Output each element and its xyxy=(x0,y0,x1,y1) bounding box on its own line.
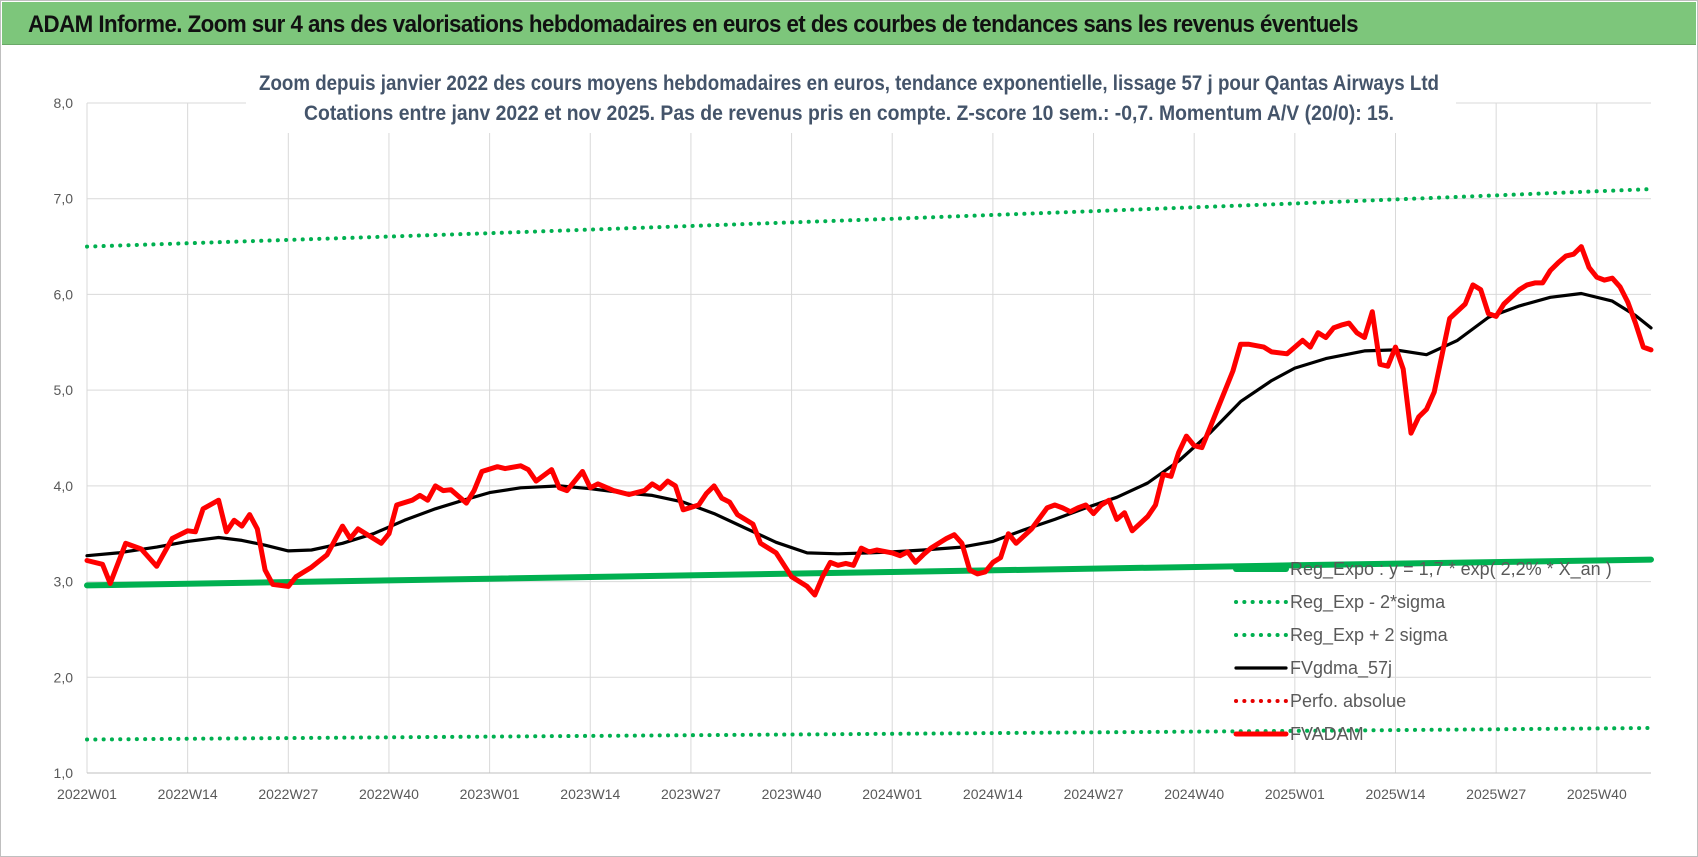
x-tick-label: 2025W14 xyxy=(1366,786,1426,802)
legend-label: FVgdma_57j xyxy=(1290,658,1392,679)
title-banner: ADAM Informe. Zoom sur 4 ans des valoris… xyxy=(2,2,1696,45)
x-tick-label: 2022W40 xyxy=(359,786,419,802)
x-tick-label: 2025W27 xyxy=(1466,786,1526,802)
banner-title: ADAM Informe. Zoom sur 4 ans des valoris… xyxy=(28,11,1359,38)
series-line xyxy=(85,187,1653,249)
y-tick-label: 7,0 xyxy=(54,191,74,207)
legend: Reg_Expo : y = 1,7 * exp( 2,2% * X_an ) R… xyxy=(1233,559,1612,744)
y-tick-label: 2,0 xyxy=(54,669,74,685)
x-tick-label: 2023W01 xyxy=(460,786,520,802)
x-tick-label: 2024W01 xyxy=(862,786,922,802)
x-tick-label: 2022W27 xyxy=(258,786,318,802)
x-axis-ticks: 2022W01 2022W14 2022W27 2022W40 2023W01 2023W… xyxy=(57,786,1627,802)
y-tick-label: 4,0 xyxy=(54,478,74,494)
series-line xyxy=(84,244,1654,598)
series-line xyxy=(84,556,1654,589)
line-chart: 1,02,03,04,05,06,07,08,0 2022W01 2022W14 2… xyxy=(54,59,1654,802)
legend-label: Perfo. absolue xyxy=(1290,691,1406,711)
legend-label: Reg_Exp + 2 sigma xyxy=(1290,625,1449,646)
chart-title-line2: Cotations entre janv 2022 et nov 2025. P… xyxy=(304,102,1394,125)
legend-label: Reg_Expo : y = 1,7 * exp( 2,2% * X_an ) xyxy=(1290,559,1612,580)
chart-title-line1: Zoom depuis janvier 2022 des cours moyen… xyxy=(259,72,1439,95)
x-tick-label: 2023W27 xyxy=(661,786,721,802)
x-tick-label: 2023W40 xyxy=(762,786,822,802)
x-tick-label: 2022W01 xyxy=(57,786,117,802)
x-tick-label: 2025W01 xyxy=(1265,786,1325,802)
y-axis-ticks: 1,0 2,0 3,0 4,0 5,0 6,0 7,0 8,0 xyxy=(54,95,74,781)
legend-label: FVADAM xyxy=(1290,724,1364,744)
x-tick-label: 2024W27 xyxy=(1064,786,1124,802)
legend-label: Reg_Exp - 2*sigma xyxy=(1290,592,1446,613)
x-tick-label: 2025W40 xyxy=(1567,786,1627,802)
x-tick-label: 2022W14 xyxy=(158,786,218,802)
x-tick-label: 2024W14 xyxy=(963,786,1023,802)
series-line xyxy=(85,726,1653,742)
y-tick-label: 1,0 xyxy=(54,765,74,781)
x-tick-label: 2024W40 xyxy=(1164,786,1224,802)
y-tick-label: 5,0 xyxy=(54,382,74,398)
gridlines xyxy=(86,102,1651,774)
series-layer xyxy=(84,187,1654,742)
x-tick-label: 2023W14 xyxy=(560,786,620,802)
y-tick-label: 8,0 xyxy=(54,95,74,111)
y-tick-label: 3,0 xyxy=(54,574,74,590)
y-tick-label: 6,0 xyxy=(54,286,74,302)
chart-title: Zoom depuis janvier 2022 des cours moyen… xyxy=(246,59,1456,133)
